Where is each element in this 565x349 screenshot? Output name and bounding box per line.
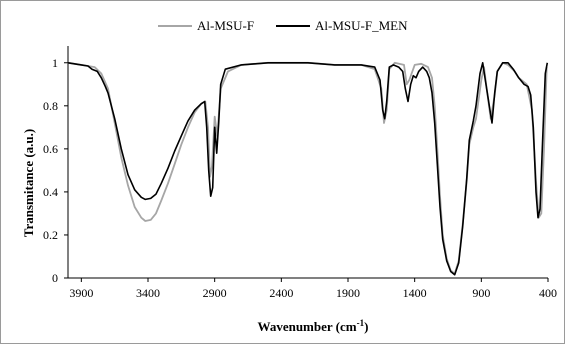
x-tick-label: 2900 — [203, 286, 227, 300]
y-tick-label: 0 — [52, 271, 58, 285]
y-tick-label: 0.6 — [43, 142, 58, 156]
x-tick-label: 2400 — [269, 286, 293, 300]
legend: Al-MSU-F Al-MSU-F_MEN — [158, 18, 408, 33]
x-tick-label: 3900 — [69, 286, 93, 300]
series-layer — [67, 61, 549, 276]
x-axis-label-main: Wavenumber (cm — [258, 319, 357, 334]
x-axis-label: Wavenumber (cm-1) — [258, 318, 369, 334]
x-axis-label-superscript: -1 — [357, 318, 365, 328]
y-tick-label: 0.2 — [43, 228, 58, 242]
legend-label-al-msu-f-men: Al-MSU-F_MEN — [315, 18, 408, 33]
legend-label-al-msu-f: Al-MSU-F — [197, 18, 254, 33]
x-axis-label-tail: ) — [364, 319, 368, 334]
y-tick-label: 1 — [52, 56, 58, 70]
series-line-al-msu-f-men — [67, 62, 549, 276]
axes: 0 0.2 0.4 0.6 0.8 1 3900 3400 2900 2400 1900 1400 90… — [43, 46, 557, 300]
x-tick-label: 400 — [539, 286, 557, 300]
y-tick-label: 0.4 — [43, 185, 58, 199]
y-tick-label: 0.8 — [43, 99, 58, 113]
x-tick-label: 1900 — [336, 286, 360, 300]
y-axis-label: Transmitance (a.u.) — [21, 129, 36, 237]
x-tick-label: 1400 — [403, 286, 427, 300]
x-tick-label: 3400 — [136, 286, 160, 300]
x-tick-label: 900 — [472, 286, 490, 300]
